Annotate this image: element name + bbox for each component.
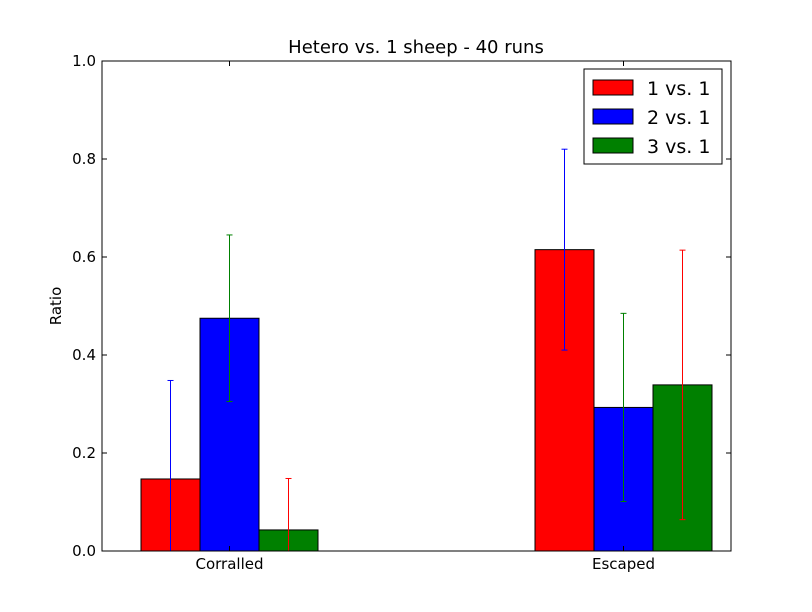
legend-swatch [592, 108, 634, 125]
y-axis-label: Ratio [47, 287, 65, 326]
y-tick-label: 0.8 [72, 150, 96, 168]
y-tick-label: 0.4 [72, 346, 96, 364]
chart-title: Hetero vs. 1 sheep - 40 runs [288, 37, 544, 58]
y-tick-label: 0.0 [72, 542, 96, 560]
errorbars-layer [167, 148, 686, 552]
legend-label: 2 vs. 1 [647, 107, 710, 129]
x-ticks: Corralled Escaped [196, 61, 655, 573]
y-tick-label: 0.6 [72, 248, 96, 266]
y-ticks: 0.0 0.2 0.4 0.6 0.8 1.0 [72, 52, 731, 560]
legend-label: 3 vs. 1 [647, 136, 710, 158]
legend-swatch [592, 137, 634, 154]
legend-swatch [592, 79, 634, 96]
legend: 1 vs. 1 2 vs. 1 3 vs. 1 [583, 68, 723, 165]
plot-frame [101, 60, 732, 552]
y-tick-label: 0.2 [72, 444, 96, 462]
y-tick-label: 1.0 [72, 52, 96, 70]
x-tick-label: Corralled [196, 555, 264, 573]
x-tick-label: Escaped [592, 555, 655, 573]
legend-label: 1 vs. 1 [647, 78, 710, 100]
